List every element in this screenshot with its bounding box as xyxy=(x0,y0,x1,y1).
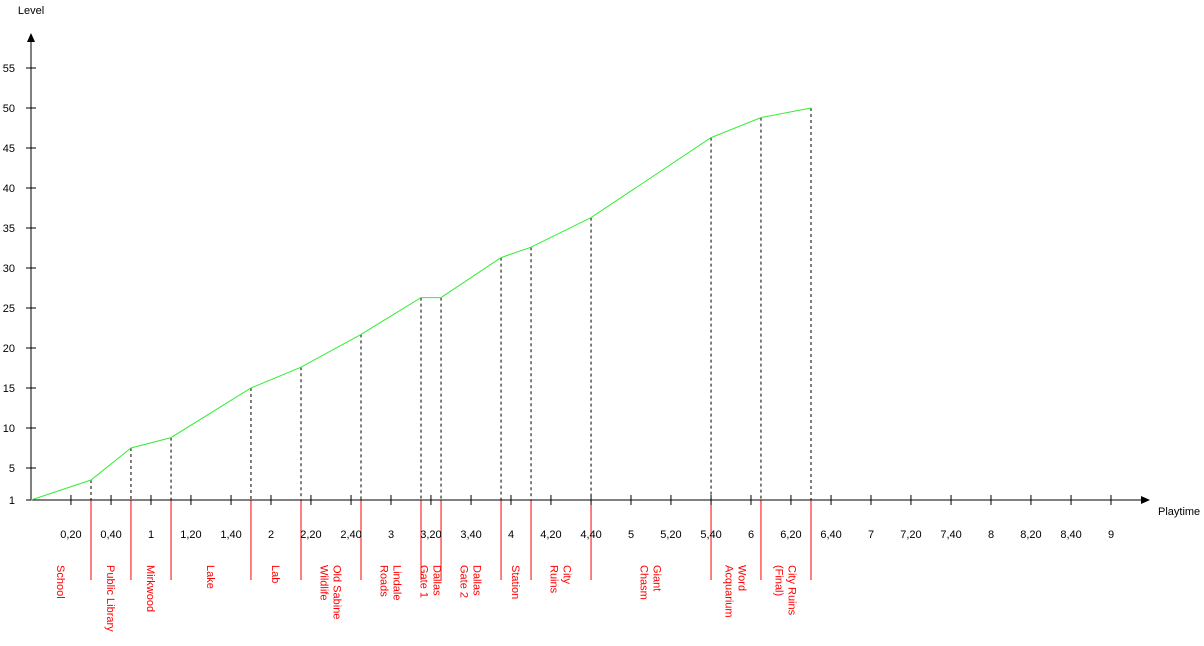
region-label-line: Lake xyxy=(204,565,216,589)
region-label-line: (Final) xyxy=(773,565,785,596)
region-label-line: School xyxy=(54,565,66,599)
y-tick-label: 20 xyxy=(3,343,15,355)
y-tick-label: 40 xyxy=(3,183,15,195)
region-label-line: Gate 2 xyxy=(458,565,470,598)
region-label-line: Public Library xyxy=(104,565,116,632)
region-label-line: Acquarium xyxy=(723,565,735,618)
x-tick-label: 1,20 xyxy=(180,529,201,541)
x-tick-label: 0,20 xyxy=(60,529,81,541)
x-tick-label: 2 xyxy=(268,529,274,541)
x-ticks: 0,20 0,40 1 1,20 1,40 2 2,20 2,40 3 3,20 3,40 4 4,20… xyxy=(60,495,1114,541)
region-label: Station xyxy=(509,565,521,599)
region-label-line: Gate 1 xyxy=(417,565,429,598)
axes xyxy=(27,33,1150,504)
x-tick-label: 9 xyxy=(1108,529,1114,541)
y-axis-arrow xyxy=(27,33,35,42)
x-tick-label: 7,40 xyxy=(940,529,961,541)
region-label-line: Giant xyxy=(651,565,663,591)
level-marker-lines xyxy=(90,108,812,500)
x-tick-label: 4 xyxy=(508,529,514,541)
region-label-line: Mirkwood xyxy=(144,565,156,612)
x-tick-label: 3 xyxy=(388,529,394,541)
x-tick-label: 1,40 xyxy=(220,529,241,541)
region-label-line: Word xyxy=(736,565,748,591)
y-tick-label: 30 xyxy=(3,263,15,275)
region-label-line: Chasm xyxy=(638,565,650,600)
region-label-line: Dallas xyxy=(430,565,442,596)
region-label-line: City Ruins xyxy=(786,565,798,616)
x-axis-arrow xyxy=(1141,496,1150,504)
region-label: Lab xyxy=(269,565,281,583)
region-labels: School Public Library Mirkwood Lake Lab Old S… xyxy=(54,565,798,632)
x-tick-label: 8,20 xyxy=(1020,529,1041,541)
region-label-line: Station xyxy=(509,565,521,599)
x-tick-label: 3,40 xyxy=(460,529,481,541)
y-axis-label: Level xyxy=(18,5,44,17)
y-tick-label: 1 xyxy=(9,495,15,507)
x-tick-label: 2,40 xyxy=(340,529,361,541)
x-tick-label: 5,40 xyxy=(700,529,721,541)
x-tick-label: 4,20 xyxy=(540,529,561,541)
region-label: Mirkwood xyxy=(144,565,156,612)
x-tick-label: 7,20 xyxy=(900,529,921,541)
region-label: City Ruins(Final) xyxy=(773,565,798,616)
x-tick-label: 1 xyxy=(148,529,154,541)
region-boundary-lines xyxy=(90,500,812,580)
x-tick-label: 7 xyxy=(868,529,874,541)
y-tick-label: 35 xyxy=(3,223,15,235)
region-label-line: Roads xyxy=(378,565,390,597)
x-tick-label: 6,40 xyxy=(820,529,841,541)
x-tick-label: 6,20 xyxy=(780,529,801,541)
y-tick-label: 5 xyxy=(9,463,15,475)
y-tick-label: 45 xyxy=(3,143,15,155)
region-label-line: Ruins xyxy=(548,565,560,594)
level-curve xyxy=(30,107,812,501)
x-tick-label: 0,40 xyxy=(100,529,121,541)
y-tick-label: 15 xyxy=(3,383,15,395)
series xyxy=(30,107,812,501)
y-tick-label: 25 xyxy=(3,303,15,315)
region-label: Lake xyxy=(204,565,216,589)
x-tick-label: 8,40 xyxy=(1060,529,1081,541)
x-tick-label: 8 xyxy=(988,529,994,541)
x-tick-label: 3,20 xyxy=(420,529,441,541)
region-label-line: Lindale xyxy=(391,565,403,600)
x-tick-label: 4,40 xyxy=(580,529,601,541)
region-label: Public Library xyxy=(104,565,116,632)
x-tick-label: 2,20 xyxy=(300,529,321,541)
region-label-line: Old Sabine xyxy=(331,565,343,619)
y-tick-label: 50 xyxy=(3,103,15,115)
x-tick-label: 6 xyxy=(748,529,754,541)
region-label-line: City xyxy=(561,565,573,584)
region-label-line: Dallas xyxy=(471,565,483,596)
x-axis-label: Playtime xyxy=(1158,506,1200,518)
y-tick-label: 55 xyxy=(3,63,15,75)
y-tick-label: 10 xyxy=(3,423,15,435)
x-tick-label: 5 xyxy=(628,529,634,541)
region-label-line: Lab xyxy=(269,565,281,583)
region-label-line: Wildlife xyxy=(318,565,330,600)
region-label: School xyxy=(54,565,66,599)
x-tick-label: 5,20 xyxy=(660,529,681,541)
